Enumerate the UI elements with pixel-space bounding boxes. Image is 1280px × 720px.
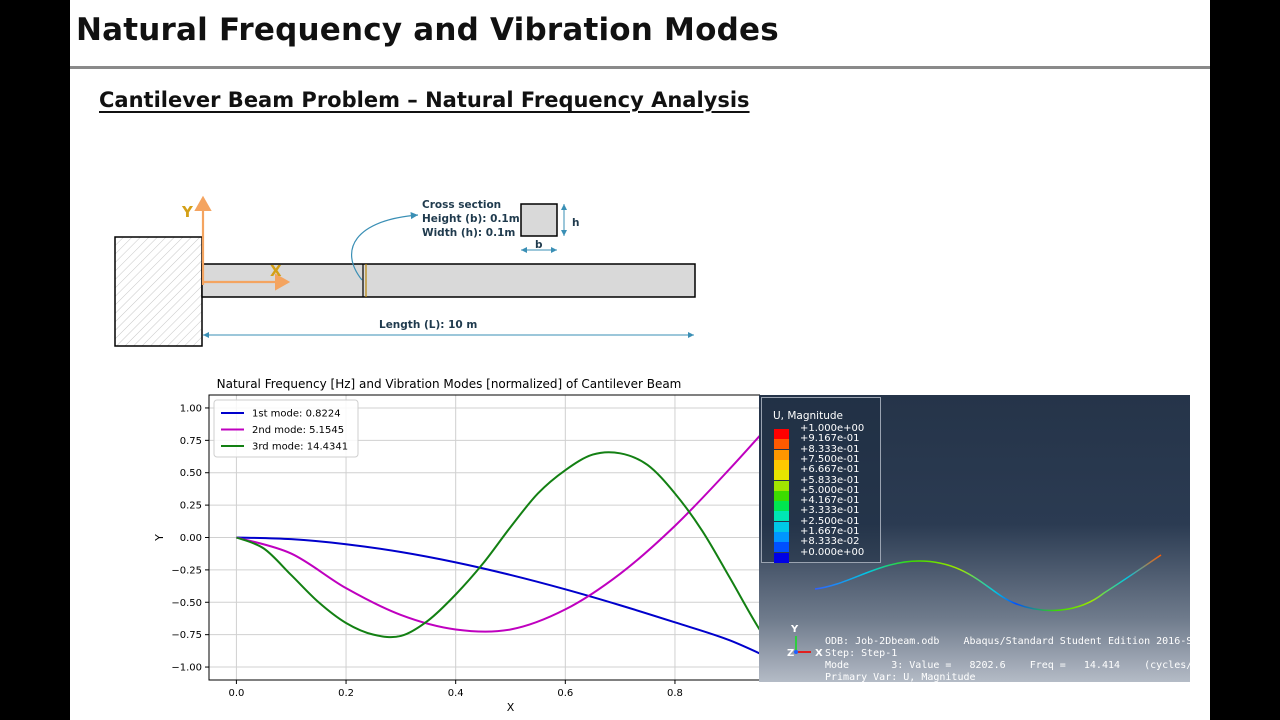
y-tick-label: −0.25 <box>171 565 202 576</box>
legend-level-label: +8.333e-02 <box>800 536 860 548</box>
legend-level-label: +7.500e-01 <box>800 453 860 465</box>
x-tick-label: 0.6 <box>557 688 573 699</box>
series-line-2 <box>236 434 760 633</box>
info-odb: ODB: Job-2Dbeam.odb Abaqus/Standard Stud… <box>825 636 1190 647</box>
legend-entry: 3rd mode: 14.4341 <box>252 442 348 453</box>
legend-level-label: +9.167e-01 <box>800 433 860 445</box>
legend-level-label: +5.000e-01 <box>800 484 860 496</box>
triad-y-label: Y <box>790 624 799 635</box>
cross-section-square <box>520 203 558 237</box>
abaqus-viewport: U, Magnitude +1.000e+00 +9.167e-01 +8.333e… <box>759 395 1190 682</box>
y-tick-label: −0.75 <box>171 630 202 641</box>
chart-series <box>236 434 760 655</box>
legend-swatch <box>774 511 789 522</box>
x-tick-label: 0.8 <box>667 688 683 699</box>
x-tick-label: 0.2 <box>338 688 354 699</box>
y-tick-label: −0.50 <box>171 598 202 609</box>
y-tick-label: 0.25 <box>180 501 202 512</box>
dim-b-label: b <box>535 239 543 251</box>
y-axis-title: Y <box>153 534 166 542</box>
y-axis-label: Y <box>181 203 194 221</box>
abaqus-info-block: ODB: Job-2Dbeam.odb Abaqus/Standard Stud… <box>825 636 1190 682</box>
slide: Natural Frequency and Vibration Modes Ca… <box>70 0 1210 720</box>
slide-subtitle: Cantilever Beam Problem – Natural Freque… <box>99 88 750 112</box>
x-axis-title: X <box>507 701 515 714</box>
y-tick-label: 0.75 <box>180 436 202 447</box>
legend-swatch <box>774 542 789 553</box>
title-divider <box>70 66 1210 69</box>
triad-x-label: X <box>815 648 823 659</box>
chart-ticks: 0.00.20.40.60.81.01.000.750.500.250.00−0… <box>171 403 683 699</box>
info-mode: Mode 3: Value = 8202.6 Freq = 14.414 (cy… <box>825 660 1190 671</box>
cross-section-callout-arrow <box>351 211 419 281</box>
legend-level-label: +2.500e-01 <box>800 515 860 527</box>
y-tick-label: −1.00 <box>171 663 202 674</box>
contour-legend-title: U, Magnitude <box>773 410 843 422</box>
dim-h-label: h <box>572 217 579 229</box>
legend-swatch <box>774 449 789 460</box>
y-tick-label: 0.00 <box>180 533 202 544</box>
chart-title: Natural Frequency [Hz] and Vibration Mod… <box>217 377 682 391</box>
legend-level-label: +8.333e-01 <box>800 443 860 455</box>
mode-shape-chart: Natural Frequency [Hz] and Vibration Mod… <box>153 377 760 714</box>
legend-level-label: +1.667e-01 <box>800 526 860 537</box>
axis-triad: Y Z X <box>787 624 823 659</box>
legend-swatch <box>774 521 789 532</box>
length-label: Length (L): 10 m <box>379 319 477 331</box>
legend-frame <box>213 399 359 458</box>
legend-swatch <box>774 552 789 563</box>
chart-axes-frame <box>208 394 760 681</box>
contour-legend: U, Magnitude +1.000e+00 +9.167e-01 +8.333e… <box>761 397 881 563</box>
legend-entry: 1st mode: 0.8224 <box>252 409 341 420</box>
chart-legend: 1st mode: 0.8224 2nd mode: 5.1545 3rd mode… <box>213 399 359 458</box>
legend-level-label: +1.000e+00 <box>800 423 865 434</box>
legend-swatch <box>774 459 789 470</box>
series-line-1 <box>236 536 760 655</box>
legend-swatch <box>774 532 789 542</box>
legend-level-label: +4.167e-01 <box>800 495 860 507</box>
x-axis-label: X <box>270 262 282 280</box>
legend-entry: 2nd mode: 5.1545 <box>252 425 344 436</box>
cross-section-height: Height (b): 0.1m <box>422 213 520 225</box>
legend-level-label: +5.833e-01 <box>800 474 860 486</box>
legend-level-label: +3.333e-01 <box>800 505 860 517</box>
series-line-3 <box>236 451 760 639</box>
fixed-support-wall <box>114 236 203 347</box>
cross-section-title: Cross section <box>422 199 501 211</box>
legend-swatch <box>774 490 789 501</box>
y-tick-label: 1.00 <box>180 403 202 414</box>
legend-swatch <box>774 501 789 512</box>
y-tick-label: 0.50 <box>180 468 202 479</box>
beam-diagram: Y X Cross section Height (b): 0.1m Width… <box>114 195 696 347</box>
legend-swatch <box>774 480 789 491</box>
triad-z-label: Z <box>787 648 794 659</box>
x-tick-label: 0.4 <box>448 688 464 699</box>
legend-swatch <box>774 429 789 439</box>
legend-level-label: +6.667e-01 <box>800 464 860 476</box>
legend-level-label: +0.000e+00 <box>800 546 865 558</box>
slide-title: Natural Frequency and Vibration Modes <box>76 12 779 48</box>
info-step: Step: Step-1 <box>825 648 898 659</box>
legend-swatch <box>774 470 789 481</box>
deformed-beam-shape <box>814 554 1162 612</box>
x-tick-label: 0.0 <box>228 688 244 699</box>
deformed-beam-plot <box>814 554 1162 612</box>
info-primary-var: Primary Var: U, Magnitude <box>825 672 976 682</box>
legend-swatch <box>774 439 789 450</box>
cross-section-width: Width (h): 0.1m <box>422 227 515 239</box>
